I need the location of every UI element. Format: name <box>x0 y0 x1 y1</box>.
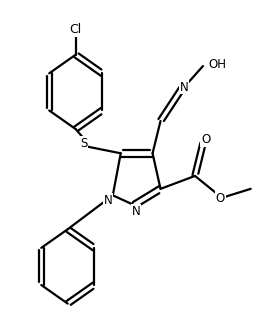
Text: OH: OH <box>209 58 227 71</box>
Text: O: O <box>215 192 225 205</box>
Text: Cl: Cl <box>69 23 82 36</box>
Text: N: N <box>104 194 112 207</box>
Text: O: O <box>201 133 210 146</box>
Text: N: N <box>132 205 140 218</box>
Text: N: N <box>180 81 188 94</box>
Text: S: S <box>80 137 87 150</box>
